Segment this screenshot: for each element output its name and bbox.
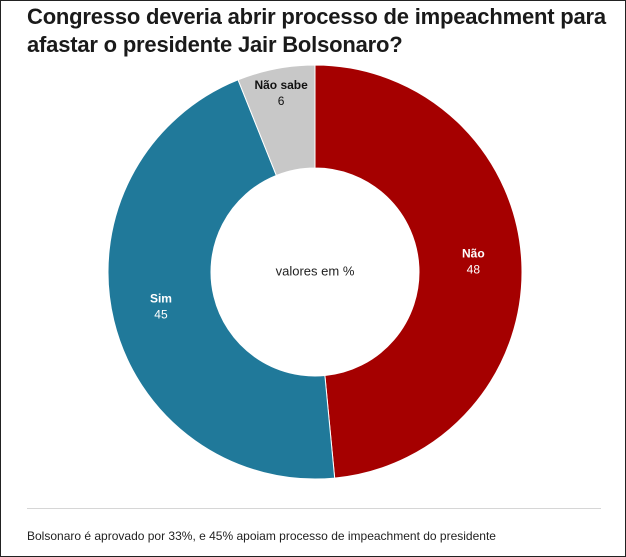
slice-value: 45 bbox=[154, 307, 168, 321]
donut-chart: Não 48 Sim 45 Não sabe 6 valores em % bbox=[107, 64, 523, 480]
slice-sim bbox=[107, 79, 336, 480]
slice-label: Sim bbox=[150, 291, 172, 305]
slice-n-o bbox=[314, 64, 523, 479]
slice-value: 6 bbox=[278, 94, 285, 108]
center-label: valores em % bbox=[276, 263, 355, 278]
slice-label: Não bbox=[462, 246, 485, 260]
donut-slices bbox=[107, 64, 523, 480]
slice-value: 48 bbox=[467, 262, 481, 276]
chart-title: Congresso deveria abrir processo de impe… bbox=[27, 4, 606, 57]
slice-labels: Não 48 Sim 45 Não sabe 6 bbox=[150, 78, 485, 321]
slice-n-o-sabe bbox=[237, 64, 316, 177]
footnote: Bolsonaro é aprovado por 33%, e 45% apoi… bbox=[27, 529, 496, 543]
footer-divider bbox=[27, 508, 601, 509]
slice-label: Não sabe bbox=[254, 78, 308, 92]
